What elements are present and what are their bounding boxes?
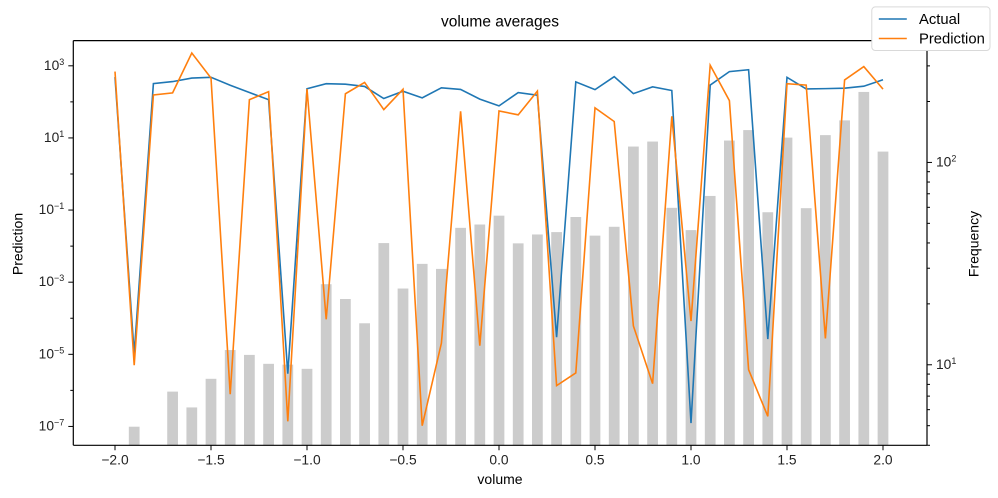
svg-text:2.0: 2.0: [873, 452, 893, 467]
svg-text:1.0: 1.0: [681, 452, 701, 467]
svg-text:Actual: Actual: [919, 12, 960, 28]
svg-text:volume: volume: [477, 471, 522, 487]
svg-text:−2.0: −2.0: [101, 452, 129, 467]
svg-text:Prediction: Prediction: [10, 213, 26, 275]
svg-text:−0.5: −0.5: [389, 452, 417, 467]
svg-text:1.5: 1.5: [777, 452, 797, 467]
svg-text:Prediction: Prediction: [919, 32, 985, 48]
svg-text:volume averages: volume averages: [441, 14, 559, 31]
svg-text:−1.0: −1.0: [293, 452, 321, 467]
svg-text:Frequency: Frequency: [966, 211, 982, 277]
svg-text:0.5: 0.5: [585, 452, 605, 467]
svg-text:−1.5: −1.5: [197, 452, 225, 467]
svg-text:0.0: 0.0: [489, 452, 509, 467]
